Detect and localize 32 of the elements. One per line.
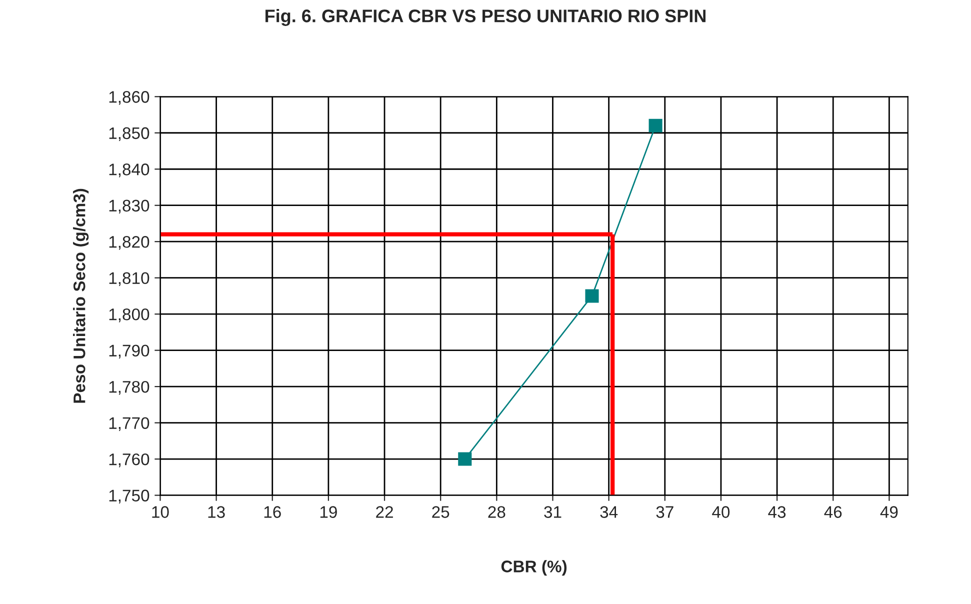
y-tick-label: 1,780: [109, 380, 150, 395]
x-tick-label: 34: [600, 506, 618, 518]
x-tick-label: 46: [824, 506, 842, 518]
x-tick-label: 16: [264, 506, 281, 518]
chart-title: Fig. 6. GRAFICA CBR VS PESO UNITARIO RIO SPIN: [266, 9, 706, 26]
y-tick-label: 1,860: [109, 91, 150, 105]
x-tick-label: 43: [768, 506, 786, 518]
x-tick-label: 49: [880, 506, 898, 518]
y-tick-label: 1,750: [109, 490, 150, 504]
x-tick-label: 31: [544, 506, 562, 518]
y-tick-label: 1,790: [109, 344, 150, 358]
x-tick-label: 37: [656, 506, 674, 518]
y-tick-label: 1,830: [109, 200, 150, 214]
point: [648, 118, 662, 132]
y-axis-title: Peso Unitario Seco (g/cm3): [73, 188, 89, 403]
x-tick-label: 13: [208, 506, 225, 518]
y-tick-label: 1,800: [109, 308, 150, 322]
y-tick-label: 1,850: [109, 127, 150, 142]
y-tick-label: 1,810: [109, 272, 150, 286]
point: [458, 452, 472, 466]
x-tick-label: 19: [320, 506, 337, 518]
x-tick-label: 28: [488, 506, 506, 518]
x-tick-label: 25: [432, 506, 450, 518]
x-tick-label: 10: [152, 506, 169, 518]
point: [585, 289, 599, 303]
y-tick-label: 1,760: [109, 453, 150, 468]
y-tick-label: 1,770: [109, 417, 150, 431]
x-tick-label: 40: [712, 506, 730, 518]
x-axis-title: CBR (%): [501, 560, 567, 576]
y-tick-label: 1,840: [109, 164, 150, 178]
x-tick-label: 22: [376, 506, 393, 518]
y-tick-label: 1,820: [109, 236, 150, 250]
